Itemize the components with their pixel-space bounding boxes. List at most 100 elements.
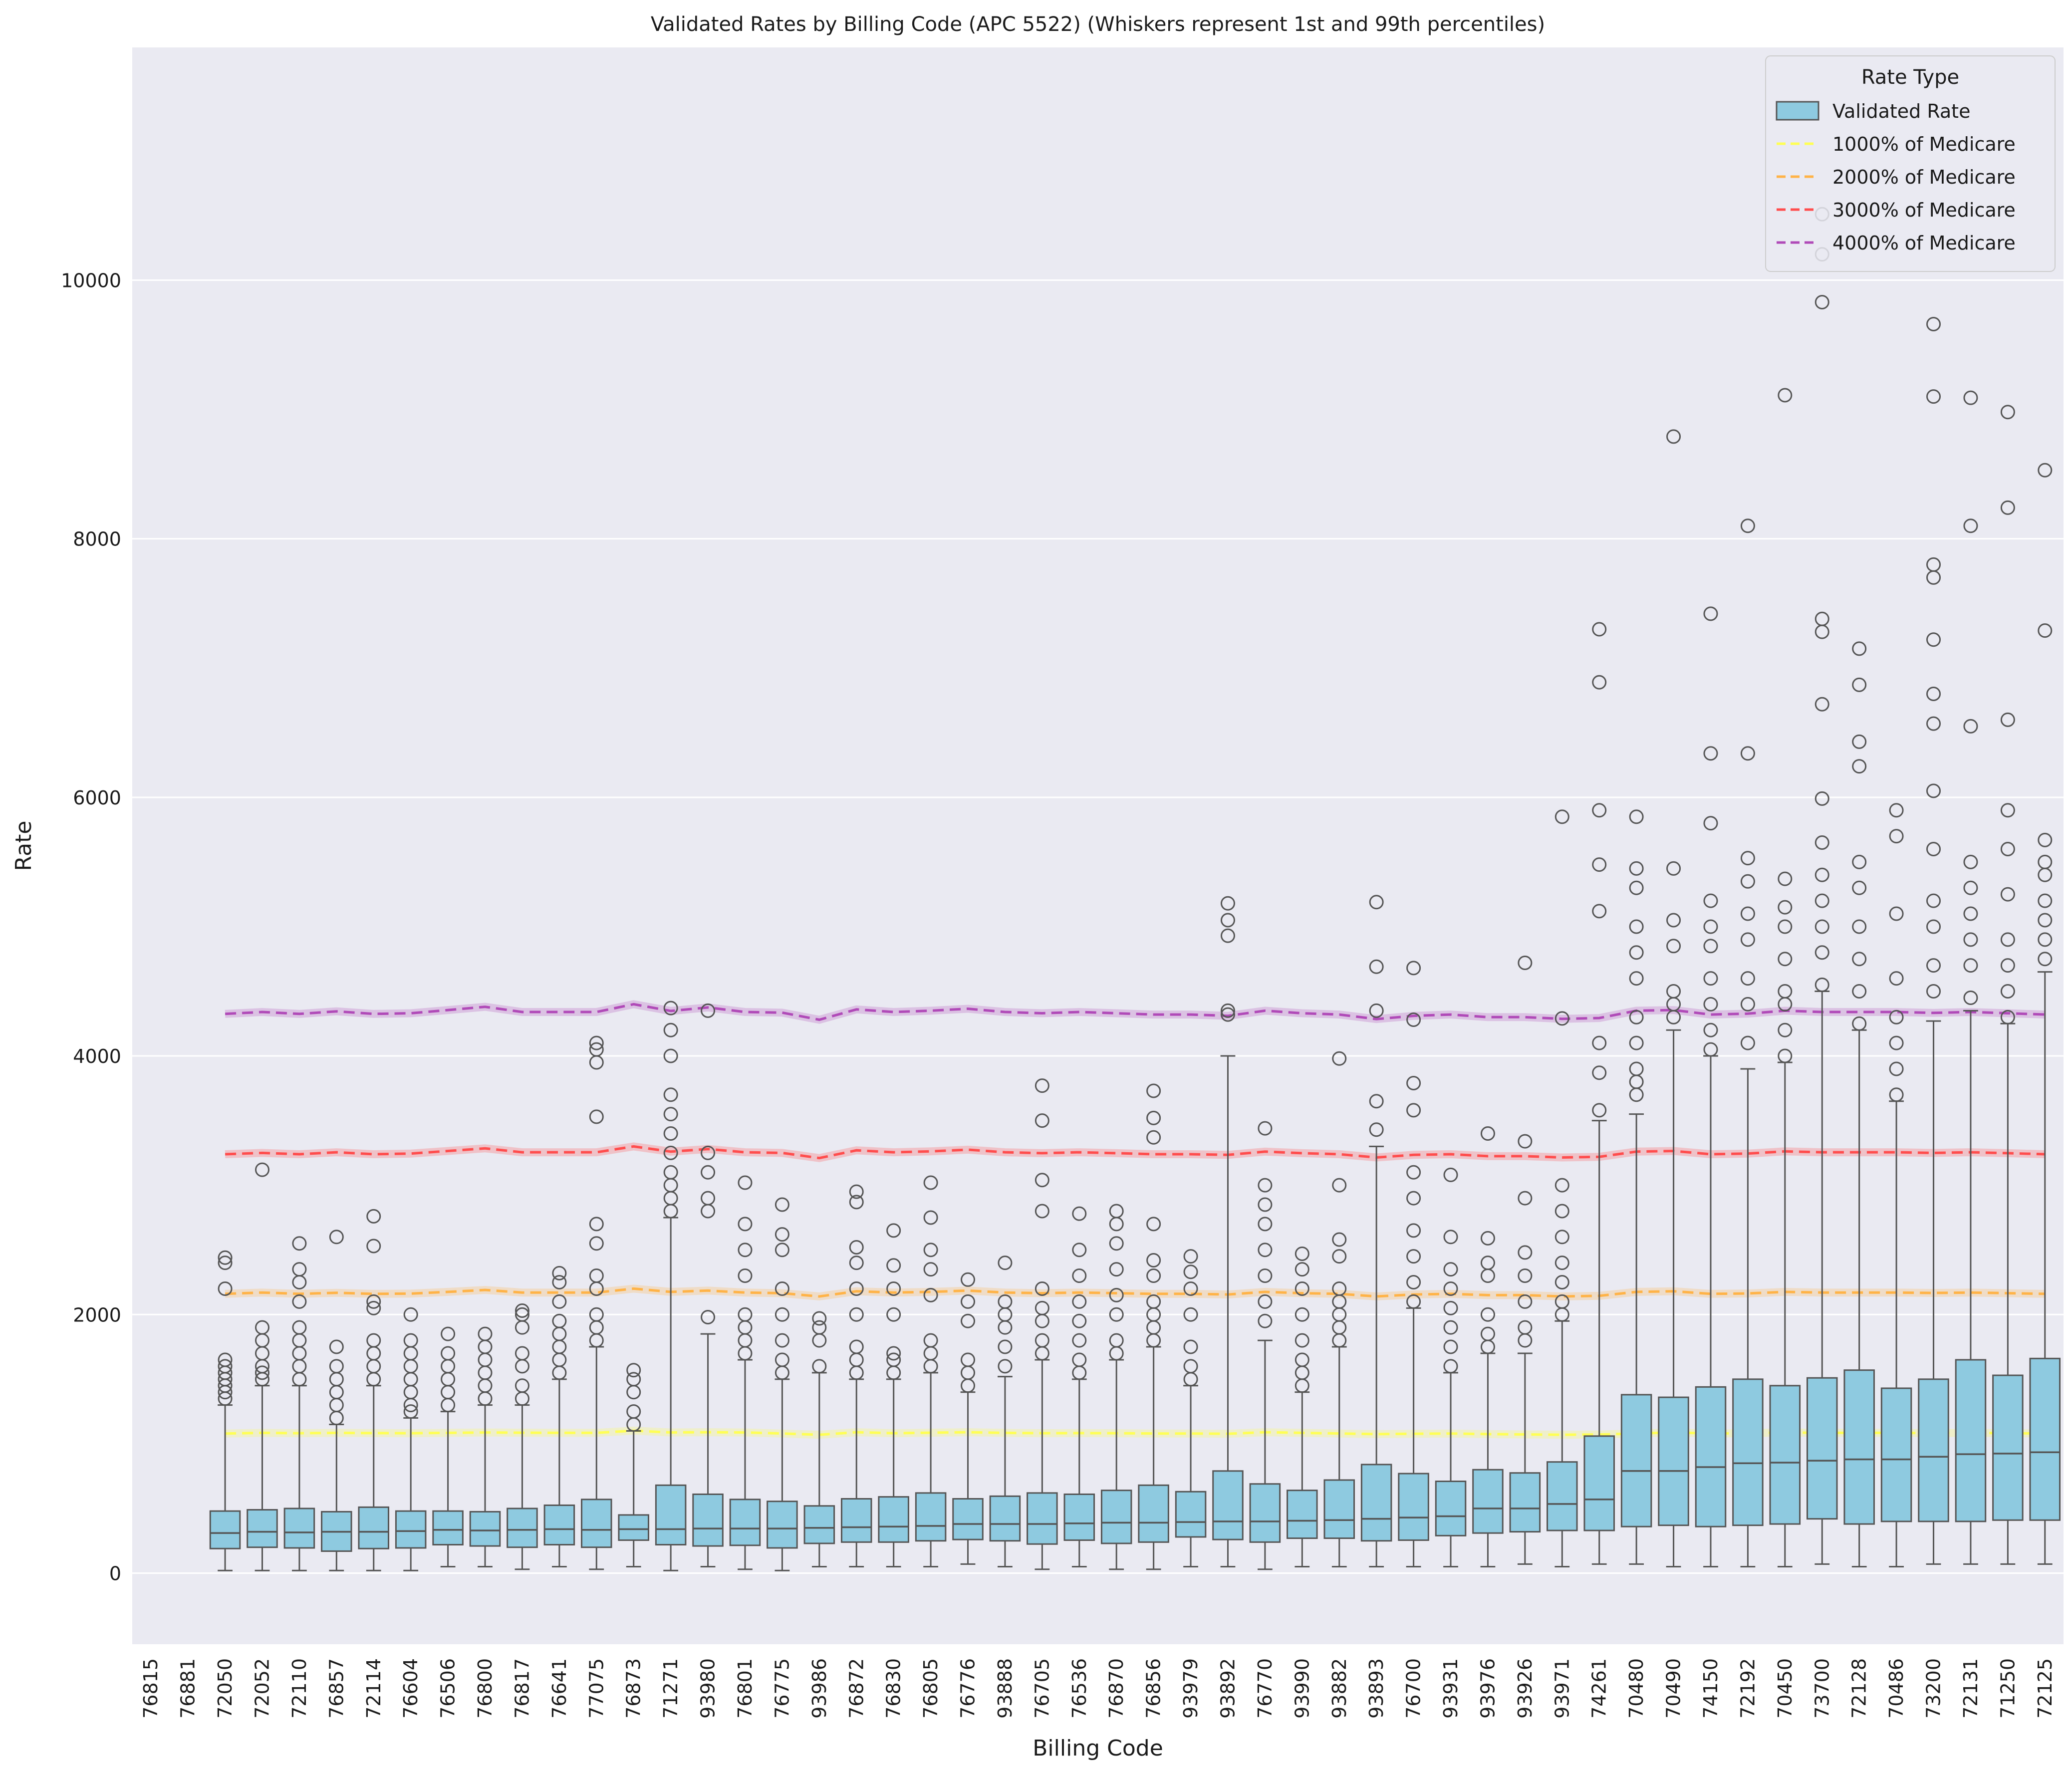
box-iqr [1843,1369,1875,1525]
legend-title: Rate Type [1861,66,1959,89]
x-tick-label: 93986 [808,1658,830,1719]
x-tick-label: 93971 [1551,1658,1573,1719]
outlier-point [1443,1320,1458,1335]
outlier-point [1332,1178,1347,1193]
outlier-point [1258,1121,1273,1136]
outlier-point [1109,1287,1124,1302]
outlier-point [1814,978,1829,993]
outlier-point [738,1175,753,1190]
outlier-point [1072,1352,1087,1367]
outlier-point [1554,1294,1569,1309]
outlier-point [441,1346,456,1361]
outlier-point [1295,1262,1309,1277]
box-iqr [1658,1396,1689,1526]
outlier-point [1740,746,1755,761]
outlier-point [1703,1022,1718,1037]
outlier-point [849,1240,864,1255]
outlier-point [1035,1173,1049,1188]
outlier-point [329,1359,344,1374]
outlier-point [1629,945,1644,960]
outlier-point [1480,1326,1495,1341]
box-iqr [395,1510,427,1549]
box-iqr [878,1496,909,1543]
legend-label: 1000% of Medicare [1832,133,2016,155]
box-iqr [1918,1378,1949,1522]
outlier-point [589,1042,604,1057]
outlier-point [1518,955,1533,970]
outlier-point [515,1378,529,1393]
x-tick-label: 76641 [548,1658,570,1719]
box-93882 [1323,1051,1355,1568]
outlier-point [1814,697,1829,712]
box-70450 [1769,388,1801,1568]
box-72050 [209,1250,241,1571]
outlier-point [1258,1294,1273,1309]
x-tick-label: 74261 [1588,1658,1610,1719]
legend-entry: 4000% of Medicare [1777,232,2016,254]
box-iqr [1769,1385,1801,1525]
chart-title: Validated Rates by Billing Code (APC 552… [651,13,1545,36]
reference-band [225,1000,2046,1024]
x-tick-label: 76770 [1254,1658,1276,1719]
box-iqr [692,1493,724,1547]
reference-line [225,1287,2045,1298]
outlier-point [2038,463,2053,478]
x-tick-label: 93931 [1440,1658,1462,1719]
outlier-point [478,1326,493,1341]
legend-entries: Validated Rate 1000% of Medicare 2000% of … [1776,100,2016,254]
outlier-point [218,1281,233,1296]
outlier-point [1183,1281,1198,1296]
box-93979 [1175,1249,1207,1568]
outlier-point [1703,1042,1718,1057]
outlier-point [1480,1126,1495,1141]
outlier-point [2038,832,2053,847]
outlier-point [1703,746,1718,761]
box-76770 [1249,1121,1281,1570]
outlier-point [1740,997,1755,1012]
box-93986 [803,1311,835,1568]
outlier-point [1963,518,1978,533]
box-74150 [1695,606,1727,1568]
box-iqr [1323,1479,1355,1539]
reference-line [225,1145,2045,1160]
outlier-point [1889,1087,1904,1102]
x-tick-label: 76817 [511,1658,533,1719]
outlier-point [701,1309,716,1324]
outlier-point [366,1300,381,1315]
outlier-point [1778,984,1793,999]
box-76604 [395,1307,427,1571]
y-axis-ticks: 0 2000 4000 6000 8000 10000 [61,269,121,1584]
outlier-point [1814,867,1829,882]
outlier-point [1480,1307,1495,1322]
box-iqr [1955,1359,1987,1522]
outlier-point [1072,1243,1087,1258]
outlier-point [886,1223,901,1238]
outlier-point [1146,1268,1161,1283]
outlier-point [849,1281,864,1296]
outlier-point [1295,1333,1309,1348]
outlier-point [775,1227,789,1242]
x-tick-label: 93893 [1365,1658,1387,1719]
box-74261 [1583,622,1615,1565]
outlier-point [218,1352,233,1367]
box-iqr [2029,1357,2061,1521]
outlier-point [1258,1197,1273,1212]
outlier-point [292,1262,307,1277]
outlier-point [1109,1262,1124,1277]
outlier-point [1666,861,1681,876]
x-tick-label: 74150 [1700,1658,1722,1719]
legend-label: Validated Rate [1832,100,1970,122]
outlier-point [1778,871,1793,886]
outlier-point [1926,632,1941,647]
outlier-point [1778,919,1793,934]
x-tick-label: 93980 [697,1658,719,1719]
box-93926 [1509,955,1541,1565]
outlier-point [738,1217,753,1232]
outlier-point [1592,675,1607,690]
outlier-point [775,1197,789,1212]
outlier-point [1258,1268,1273,1283]
outlier-point [1852,952,1867,967]
y-tick-label: 6000 [73,787,121,809]
outlier-point [2038,932,2053,947]
